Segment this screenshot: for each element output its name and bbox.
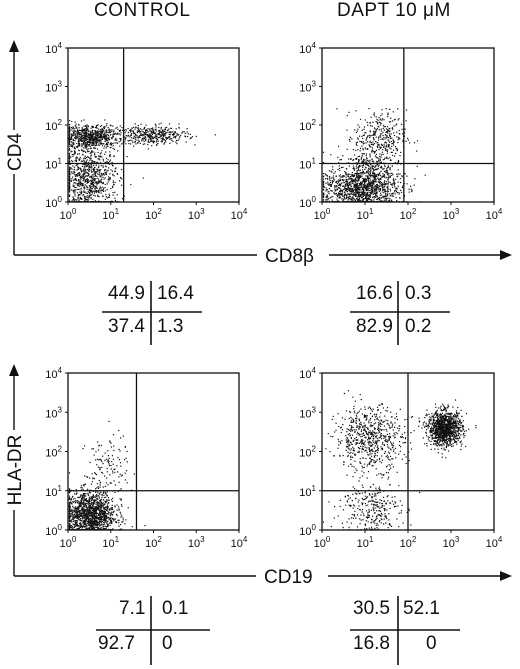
y-tick-label: 103 <box>45 80 62 95</box>
y-tick-label: 102 <box>45 445 62 460</box>
y-axis-arrowhead <box>9 40 19 52</box>
x-tick-label: 104 <box>231 535 248 550</box>
y-tick-label: 104 <box>299 366 316 381</box>
scatter-plot-panel <box>319 372 495 533</box>
y-tick-label: 101 <box>45 157 62 172</box>
y-tick-label: 103 <box>299 405 316 420</box>
quadrant-percentage-lower-left: 82.9 <box>356 316 393 337</box>
x-tick-label: 101 <box>357 535 374 550</box>
y-axis-label: CD4 <box>5 133 26 171</box>
y-tick-label: 100 <box>45 523 62 538</box>
x-tick-label: 100 <box>314 207 331 222</box>
y-tick-label: 100 <box>299 195 316 210</box>
quadrant-percentage-lower-right: 0.2 <box>405 316 432 337</box>
column-title-dapt: DAPT 10 μM <box>337 0 451 21</box>
quadrant-percentage-upper-left: 16.6 <box>356 283 393 304</box>
y-tick-label: 100 <box>299 523 316 538</box>
quadrant-percentage-lower-left: 16.8 <box>353 633 390 654</box>
scatter-plot-panel <box>65 47 240 205</box>
quadrant-percentage-upper-right: 16.4 <box>157 283 194 304</box>
quadrant-percentage-upper-left: 30.5 <box>353 598 390 619</box>
quadrant-percentage-lower-right: 1.3 <box>157 316 184 337</box>
quadrant-percentage-upper-right: 52.1 <box>403 598 440 619</box>
y-axis-label: HLA-DR <box>5 435 26 506</box>
y-tick-label: 101 <box>299 157 316 172</box>
y-tick-label: 103 <box>45 405 62 420</box>
x-axis-label: CD8β <box>265 246 314 267</box>
event-cloud <box>322 390 477 531</box>
y-tick-label: 102 <box>299 118 316 133</box>
event-cloud <box>322 108 426 203</box>
quadrant-percentage-lower-right: 0 <box>162 633 173 654</box>
x-tick-label: 104 <box>486 535 503 550</box>
x-tick-label: 102 <box>400 207 417 222</box>
x-tick-label: 100 <box>60 535 77 550</box>
y-tick-label: 102 <box>45 118 62 133</box>
x-tick-label: 103 <box>188 535 205 550</box>
scatter-plot-panel <box>65 372 240 533</box>
y-axis-label-background <box>6 430 24 510</box>
x-tick-label: 100 <box>60 207 77 222</box>
y-axis-arrowhead <box>9 364 19 376</box>
x-tick-label: 100 <box>314 535 331 550</box>
quadrant-percentage-lower-right: 0 <box>426 633 437 654</box>
x-tick-label: 103 <box>443 207 460 222</box>
x-tick-label: 101 <box>102 535 119 550</box>
quadrant-percentage-upper-left: 7.1 <box>119 598 146 619</box>
quadrant-percentage-upper-right: 0.1 <box>162 598 189 619</box>
x-tick-label: 101 <box>357 207 374 222</box>
plot-frame <box>67 47 240 203</box>
x-axis-arrowhead <box>500 250 512 260</box>
y-tick-label: 104 <box>45 41 62 56</box>
x-tick-label: 104 <box>231 207 248 222</box>
x-tick-label: 102 <box>400 535 417 550</box>
x-tick-label: 102 <box>145 207 162 222</box>
quadrant-percentage-upper-left: 44.9 <box>108 283 145 304</box>
y-tick-label: 103 <box>299 80 316 95</box>
y-tick-label: 104 <box>299 41 316 56</box>
x-axis-arrowhead <box>500 571 512 581</box>
event-cloud <box>68 420 146 531</box>
y-tick-label: 100 <box>45 195 62 210</box>
x-tick-label: 102 <box>145 535 162 550</box>
x-tick-label: 101 <box>102 207 119 222</box>
event-cloud <box>68 119 216 203</box>
x-tick-label: 103 <box>443 535 460 550</box>
quadrant-percentage-lower-left: 37.4 <box>108 316 145 337</box>
scatter-plot-panel <box>319 47 495 205</box>
y-tick-label: 102 <box>299 445 316 460</box>
x-axis-label: CD19 <box>264 567 313 588</box>
quadrant-percentage-upper-right: 0.3 <box>405 283 432 304</box>
y-tick-label: 101 <box>299 484 316 499</box>
y-tick-label: 104 <box>45 366 62 381</box>
plot-frame <box>321 47 495 203</box>
x-tick-label: 104 <box>486 207 503 222</box>
column-title-control: CONTROL <box>94 0 191 21</box>
y-tick-label: 101 <box>45 484 62 499</box>
quadrant-percentage-lower-left: 92.7 <box>98 633 135 654</box>
x-tick-label: 103 <box>188 207 205 222</box>
y-axis-label-background <box>6 130 24 174</box>
